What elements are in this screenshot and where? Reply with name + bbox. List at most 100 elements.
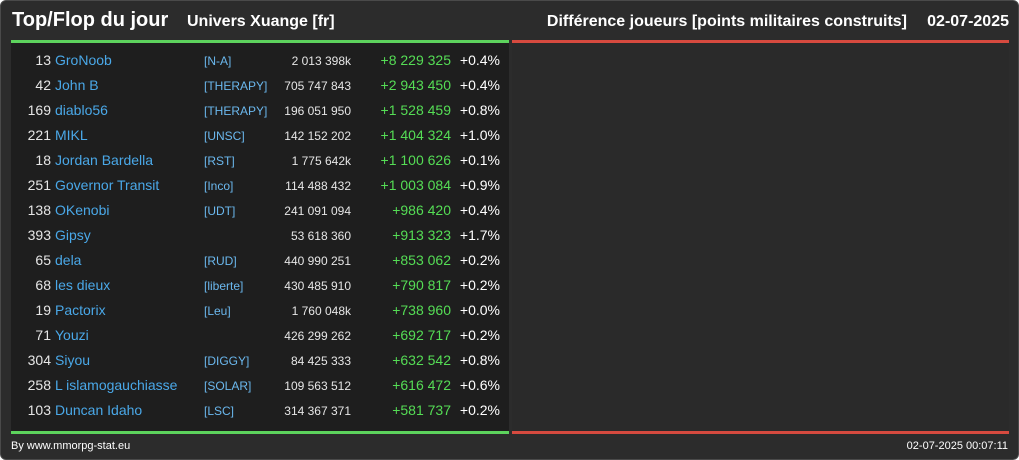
page-title: Top/Flop du jour [12,9,169,31]
player-rank: 42 [35,77,51,93]
top-players-list: 13 GroNoob [N-A] 2 013 398k +8 229 325 +0.4% 4… [11,48,509,423]
player-rank: 71 [35,327,51,343]
points-difference: +1 528 459 [380,102,451,118]
points-difference: +616 472 [392,377,451,393]
player-name-link[interactable]: Governor Transit [55,177,160,193]
percent-change: +0.8% [459,102,500,118]
player-rank: 138 [27,202,51,218]
list-item: 138 OKenobi [UDT] 241 091 094 +986 420 +0.4% [11,198,509,223]
list-item: 251 Governor Transit [Inco] 114 488 432 +1 0… [11,173,509,198]
player-name-link[interactable]: L islamogauchiasse [55,377,178,393]
player-name-link[interactable]: OKenobi [55,202,110,218]
footer-timestamp: 02-07-2025 00:07:11 [906,440,1008,452]
list-item: 393 Gipsy 53 618 360 +913 323 +1.7% [11,223,509,248]
player-alliance: [LSC] [204,404,235,418]
flop-players-panel [512,42,1009,434]
universe-label: Univers Xuange [fr] [187,13,335,30]
player-rank: 65 [35,252,51,268]
player-alliance: [UDT] [204,204,236,218]
player-name-link[interactable]: Jordan Bardella [55,152,154,168]
points-difference: +790 817 [392,277,451,293]
points-difference: +1 003 084 [380,177,451,193]
player-rank: 169 [27,102,51,118]
points-difference: +738 960 [392,302,451,318]
player-alliance: [N-A] [204,54,232,68]
player-alliance: [UNSC] [204,129,245,143]
player-name-link[interactable]: diablo56 [55,102,108,118]
list-item: 258 L islamogauchiasse [SOLAR] 109 563 512 +… [11,373,509,398]
percent-change: +0.4% [459,52,500,68]
player-points: 314 367 371 [284,404,351,418]
list-item: 71 Youzi 426 299 262 +692 717 +0.2% [11,323,509,348]
points-difference: +853 062 [392,252,451,268]
player-points: 705 747 843 [284,79,351,93]
player-points: 142 152 202 [284,129,351,143]
list-item: 19 Pactorix [Leu] 1 760 048k +738 960 +0.0% [11,298,509,323]
player-name-link[interactable]: Gipsy [55,227,91,243]
player-rank: 304 [27,352,51,368]
list-item: 103 Duncan Idaho [LSC] 314 367 371 +581 737 +… [11,398,509,423]
metric-label: Différence joueurs [points militaires co… [546,13,907,30]
player-name-link[interactable]: Pactorix [55,302,106,318]
percent-change: +0.4% [459,202,500,218]
flop-panel-bottom-line [512,431,1009,434]
player-rank: 258 [27,377,51,393]
points-difference: +1 100 626 [380,152,451,168]
player-points: 84 425 333 [290,354,351,368]
player-points: 109 563 512 [284,379,351,393]
player-name-link[interactable]: John B [55,77,99,93]
points-difference: +632 542 [392,352,451,368]
list-item: 221 MIKL [UNSC] 142 152 202 +1 404 324 +1.0% [11,123,509,148]
top-panel-top-line [11,40,509,43]
player-name-link[interactable]: GroNoob [55,52,112,68]
percent-change: +0.2% [459,252,500,268]
player-points: 440 990 251 [284,254,351,268]
player-alliance: [Leu] [204,304,231,318]
source-credit: By www.mmorpg-stat.eu [11,440,131,452]
percent-change: +0.2% [459,402,500,418]
player-points: 114 488 432 [285,179,351,193]
player-name-link[interactable]: MIKL [55,127,88,143]
percent-change: +0.0% [459,302,500,318]
points-difference: +692 717 [392,327,451,343]
top-panel-bottom-line [11,431,509,434]
points-difference: +913 323 [392,227,451,243]
player-points: 1 775 642k [291,154,351,168]
player-name-link[interactable]: les dieux [55,277,111,293]
player-rank: 221 [27,127,51,143]
points-difference: +581 737 [392,402,451,418]
percent-change: +0.2% [459,277,500,293]
list-item: 169 diablo56 [THERAPY] 196 051 950 +1 528 45… [11,98,509,123]
points-difference: +8 229 325 [380,52,451,68]
points-difference: +986 420 [392,202,451,218]
list-item: 13 GroNoob [N-A] 2 013 398k +8 229 325 +0.4% [11,48,509,73]
player-alliance: [liberte] [204,279,244,293]
top-players-panel: 13 GroNoob [N-A] 2 013 398k +8 229 325 +0.4% 4… [11,42,509,434]
player-name-link[interactable]: Duncan Idaho [55,402,143,418]
player-rank: 251 [27,177,51,193]
player-points: 1 760 048k [291,304,351,318]
date-label: 02-07-2025 [927,13,1009,30]
list-item: 42 John B [THERAPY] 705 747 843 +2 943 450 +0… [11,73,509,98]
flop-panel-top-line [512,40,1009,43]
list-item: 68 les dieux [liberte] 430 485 910 +790 817 +… [11,273,509,298]
player-rank: 18 [35,152,51,168]
list-item: 65 dela [RUD] 440 990 251 +853 062 +0.2% [11,248,509,273]
percent-change: +1.0% [459,127,500,143]
player-alliance: [RST] [204,154,235,168]
percent-change: +0.8% [459,352,500,368]
player-name-link[interactable]: Siyou [55,352,91,368]
player-name-link[interactable]: Youzi [55,327,89,343]
player-alliance: [SOLAR] [204,379,252,393]
player-rank: 13 [35,52,51,68]
player-rank: 68 [35,277,51,293]
player-alliance: [DIGGY] [204,354,250,368]
percent-change: +1.7% [459,227,500,243]
list-item: 18 Jordan Bardella [RST] 1 775 642k +1 100 6… [11,148,509,173]
percent-change: +0.2% [459,327,500,343]
percent-change: +0.1% [459,152,500,168]
player-rank: 103 [27,402,51,418]
player-name-link[interactable]: dela [55,252,82,268]
player-alliance: [THERAPY] [204,104,268,118]
player-points: 241 091 094 [284,204,351,218]
